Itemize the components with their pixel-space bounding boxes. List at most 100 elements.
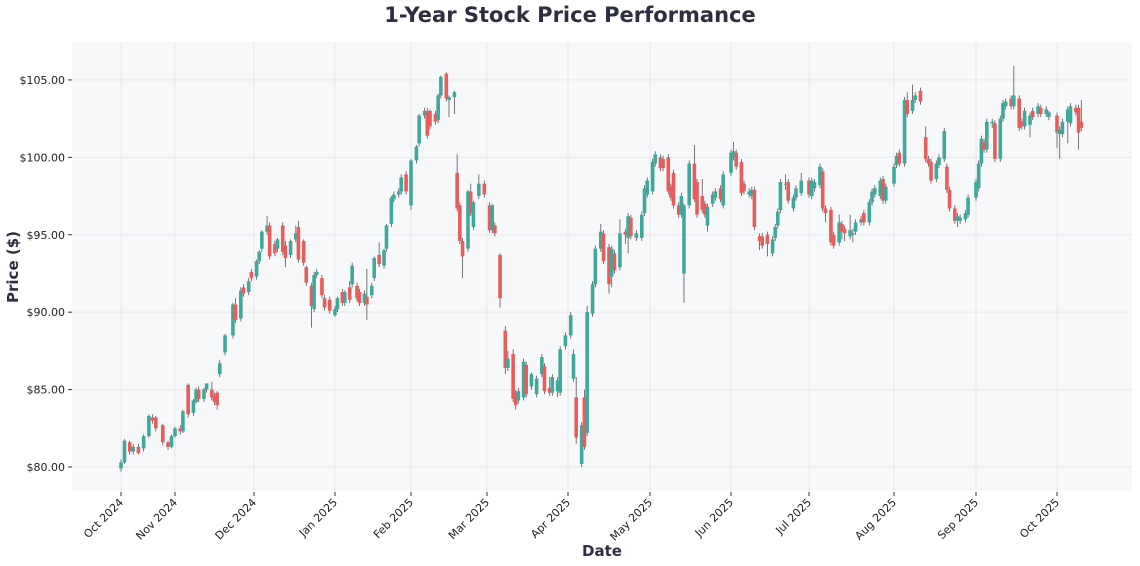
candle: [661, 155, 665, 172]
candle-body-up: [955, 216, 960, 221]
candle-body-down: [993, 123, 997, 159]
candle: [837, 214, 841, 246]
candle-body-up: [204, 383, 209, 390]
candle-body-up: [818, 166, 822, 186]
candle-body-down: [1076, 107, 1081, 133]
candle-body-up: [729, 152, 733, 173]
candle: [848, 214, 852, 240]
candle: [396, 188, 401, 198]
candle: [926, 155, 931, 167]
candle-body-down: [623, 231, 628, 235]
y-axis-label: Price ($): [4, 231, 22, 303]
candle-body-up: [389, 197, 394, 224]
candle-body-down: [309, 285, 314, 306]
candle-body-up: [870, 191, 874, 203]
candle: [829, 206, 833, 246]
candle-body-up: [770, 239, 775, 254]
y-tick-label: $105.00: [20, 74, 66, 87]
candle: [913, 92, 917, 104]
candle: [524, 361, 528, 398]
candle: [136, 443, 141, 455]
candle-body-down: [1017, 98, 1021, 128]
candle-body-down: [692, 163, 697, 200]
candle: [141, 434, 146, 452]
candle-body-down: [807, 180, 811, 195]
candle: [626, 213, 630, 254]
candle-body-up: [399, 177, 403, 192]
candle: [202, 388, 206, 402]
candle: [150, 414, 155, 424]
candle-body-up: [812, 182, 817, 189]
candle-body-up: [867, 202, 872, 223]
candle-body-down: [923, 137, 928, 159]
candle: [658, 154, 663, 172]
candle: [417, 113, 421, 147]
candle: [910, 84, 915, 114]
candle: [679, 192, 684, 218]
candle: [1047, 110, 1051, 121]
candle: [682, 203, 686, 303]
x-tick-label: Jun 2025: [692, 496, 736, 540]
candle: [985, 118, 989, 153]
y-tick-label: $100.00: [20, 151, 66, 164]
candle-body-up: [555, 380, 560, 392]
candle: [428, 109, 432, 130]
candle-body-up: [254, 261, 259, 277]
candle-body-up: [878, 180, 883, 197]
candle: [1055, 112, 1059, 149]
candle: [974, 179, 978, 201]
candle: [862, 209, 866, 226]
candle: [812, 179, 817, 192]
candle-body-down: [178, 428, 183, 432]
candle-body-up: [169, 436, 174, 447]
candle: [653, 151, 658, 167]
candle-body-down: [607, 247, 611, 285]
candle-body-down: [301, 240, 306, 263]
candle-body-up: [851, 233, 855, 235]
candle: [309, 282, 314, 328]
candle: [958, 214, 962, 224]
candle: [823, 205, 828, 223]
candle-body-down: [186, 384, 190, 415]
candle: [327, 296, 332, 314]
candle-body-up: [265, 225, 269, 232]
candle: [196, 386, 201, 402]
candle-body-up: [710, 194, 715, 204]
x-tick-label: Nov 2024: [133, 496, 180, 543]
candle: [280, 222, 285, 255]
candle: [609, 245, 614, 288]
candle: [521, 358, 526, 401]
candle: [389, 196, 394, 228]
candle-body-up: [521, 361, 526, 398]
y-tick-label: $85.00: [27, 384, 66, 397]
candle-body-down: [511, 353, 515, 399]
candle: [223, 333, 227, 356]
candle: [1066, 106, 1070, 144]
candle: [752, 186, 757, 231]
candle: [870, 188, 874, 206]
candle-body-up: [958, 217, 962, 221]
plot-area: [72, 42, 1132, 491]
candle-body-up: [705, 206, 710, 226]
candle-body-down: [671, 172, 676, 206]
candle-body-up: [384, 225, 389, 249]
candle-body-up: [173, 428, 177, 437]
candle-body-up: [579, 425, 584, 464]
candle-body-down: [444, 73, 449, 99]
candle: [929, 158, 933, 184]
candle: [409, 158, 413, 210]
candle: [765, 231, 770, 257]
candle-body-up: [1044, 109, 1048, 114]
candle-body-up: [141, 436, 146, 449]
candle-body-down: [425, 110, 430, 136]
candle: [867, 199, 872, 226]
candle-body-down: [953, 208, 957, 221]
candle: [212, 392, 217, 406]
candle: [343, 290, 347, 306]
candle: [131, 443, 135, 455]
candle-body-down: [734, 152, 738, 167]
candle: [161, 423, 165, 446]
candle: [955, 213, 960, 228]
candle-body-up: [773, 227, 777, 238]
